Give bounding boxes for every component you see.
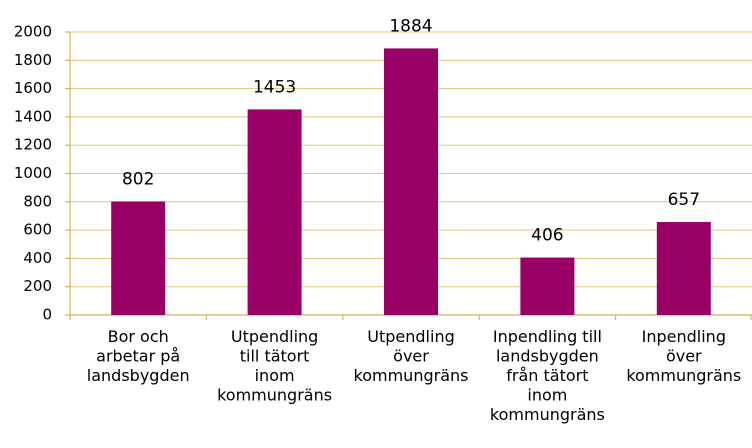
y-tick-label: 1800: [14, 51, 52, 69]
value-label: 802: [122, 170, 154, 190]
y-tick-label: 800: [23, 192, 52, 210]
y-tick-label: 200: [23, 277, 52, 295]
x-tick-label: Utpendling till tätort inom kommungräns: [217, 327, 332, 405]
bar: [384, 48, 438, 315]
y-tick-label: 1200: [14, 136, 52, 154]
value-label: 1884: [389, 16, 432, 36]
bar: [111, 201, 166, 315]
y-tick-label: 600: [23, 221, 52, 239]
y-tick-label: 400: [23, 249, 52, 267]
y-tick-label: 1600: [14, 79, 52, 97]
value-label: 1453: [253, 77, 296, 97]
value-label: 406: [531, 226, 563, 246]
x-tick-label: Utpendling över kommungräns: [354, 327, 469, 385]
x-tick-label: Inpendling över kommungräns: [626, 327, 741, 385]
y-tick-label: 1000: [14, 164, 52, 182]
y-tick-label: 2000: [14, 23, 52, 41]
y-tick-label: 0: [42, 306, 52, 324]
bar: [520, 257, 575, 315]
x-tick-label: Bor och arbetar på landsbygden: [87, 327, 190, 385]
bar: [656, 222, 711, 315]
bar: [247, 109, 302, 315]
x-tick-label: Inpendling till landsbygden från tätort ino…: [490, 327, 605, 424]
y-tick-label: 1400: [14, 107, 52, 125]
value-label: 657: [668, 190, 700, 210]
